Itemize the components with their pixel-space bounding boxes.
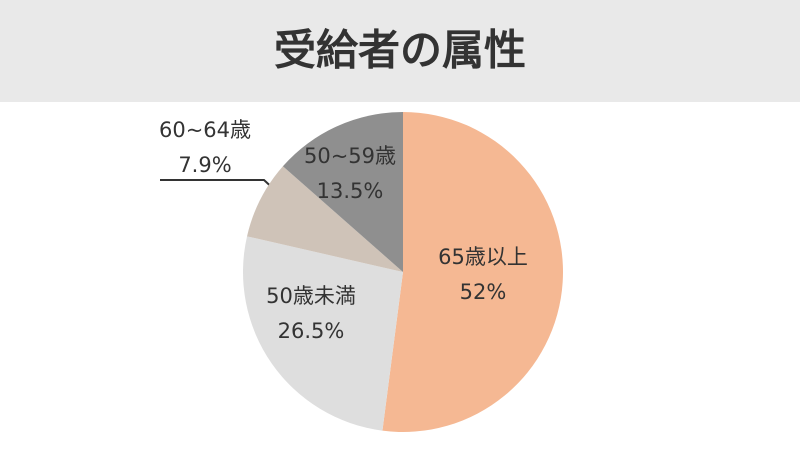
slice-value-label: 13.5%: [317, 179, 384, 203]
title-bar: [0, 0, 800, 102]
pie-slice: [282, 112, 403, 272]
slice-category-label: 65歳以上: [438, 245, 528, 269]
chart-title: 受給者の属性: [274, 26, 526, 75]
pie-slice: [382, 112, 563, 432]
slice-category-label: 60~64歳: [159, 118, 251, 142]
pie-slice: [247, 166, 403, 272]
slice-category-label: 50~59歳: [304, 144, 396, 168]
slice-value-label: 26.5%: [278, 319, 345, 343]
slice-value-label: 7.9%: [178, 153, 231, 177]
slice-category-label: 50歳未満: [266, 284, 356, 308]
slice-value-label: 52%: [460, 280, 507, 304]
pie-slice: [243, 236, 403, 431]
